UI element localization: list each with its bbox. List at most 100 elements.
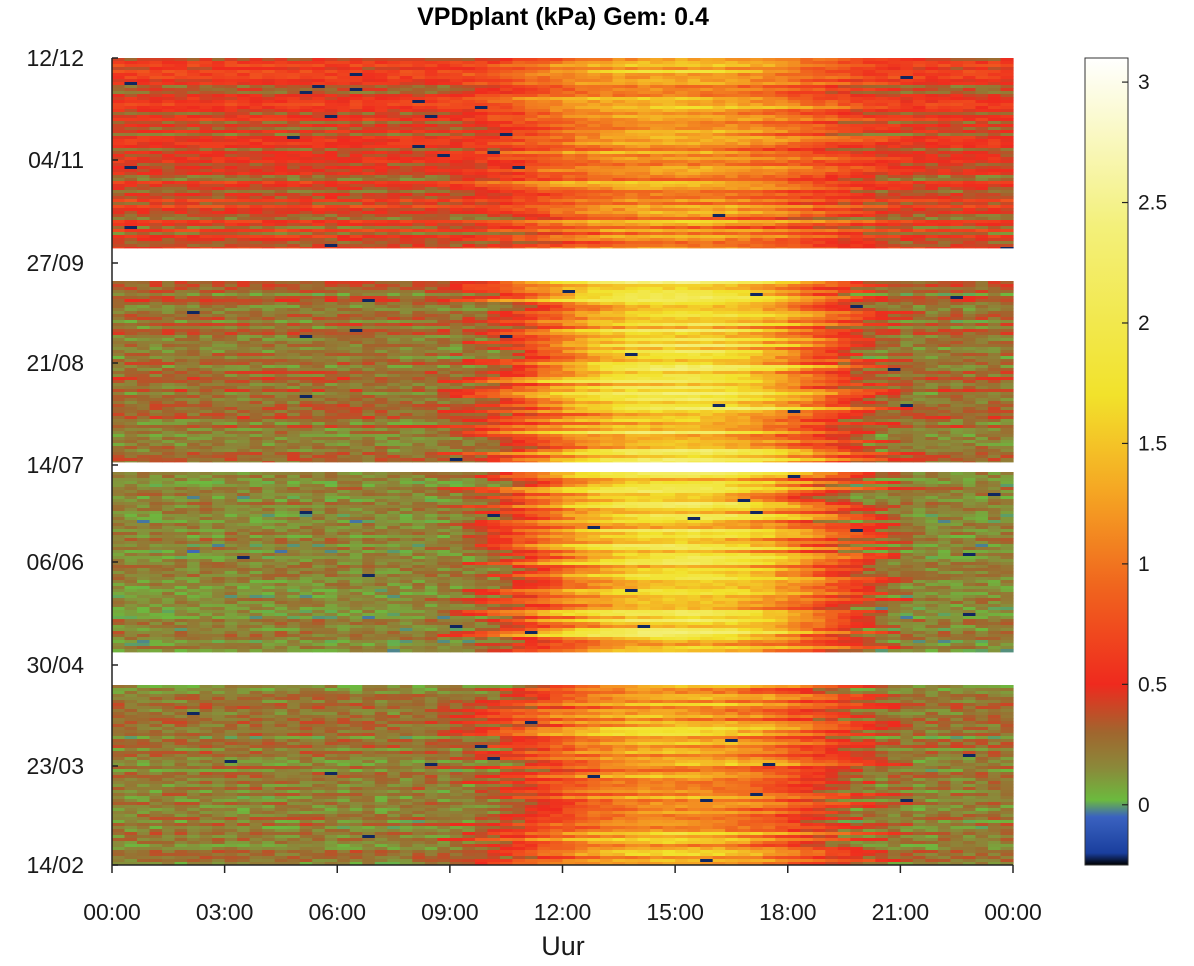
heatmap-cell <box>575 58 589 62</box>
heatmap-cell <box>675 229 689 233</box>
heatmap-cell <box>487 187 501 191</box>
heatmap-cell <box>800 232 814 236</box>
heatmap-cell <box>337 112 351 116</box>
heatmap-cell <box>137 290 151 294</box>
heatmap-cell <box>737 97 751 101</box>
heatmap-cell <box>137 178 151 182</box>
heatmap-cell <box>549 100 564 104</box>
heatmap-cell <box>587 151 601 155</box>
heatmap-cell <box>537 281 551 285</box>
heatmap-cell <box>762 121 776 125</box>
heatmap-cell <box>775 124 789 128</box>
heatmap-cell <box>449 184 463 188</box>
heatmap-cell <box>937 172 952 176</box>
heatmap-cell <box>962 127 977 131</box>
heatmap-cell <box>900 118 914 122</box>
heatmap-cell <box>737 100 751 104</box>
heatmap-cell <box>725 284 739 288</box>
heatmap-cell <box>399 145 413 149</box>
heatmap-cell <box>987 85 1002 89</box>
heatmap-cell <box>249 118 263 122</box>
heatmap-cell <box>625 172 639 176</box>
heatmap-cell <box>800 88 814 92</box>
heatmap-cell <box>962 79 977 83</box>
heatmap-cell <box>737 64 751 68</box>
heatmap-cell <box>912 130 926 134</box>
heatmap-cell <box>625 241 639 245</box>
heatmap-cell <box>387 58 401 62</box>
heatmap-cell <box>725 127 739 131</box>
heatmap-cell <box>762 94 776 98</box>
heatmap-cell <box>537 136 551 140</box>
heatmap-cell <box>825 58 839 62</box>
heatmap-cell <box>199 232 213 236</box>
heatmap-cell <box>424 178 438 182</box>
heatmap-cell <box>374 58 388 62</box>
heatmap-cell <box>812 220 826 224</box>
heatmap-cell <box>337 127 351 131</box>
heatmap-cell <box>750 284 764 288</box>
heatmap-cell <box>912 193 926 197</box>
heatmap-cell <box>800 290 814 294</box>
heatmap-cell <box>337 175 351 179</box>
heatmap-cell <box>174 148 188 152</box>
heatmap-cell <box>499 130 514 134</box>
heatmap-cell <box>537 181 551 185</box>
heatmap-cell <box>1000 88 1014 92</box>
heatmap-cell <box>725 58 739 62</box>
heatmap-cell <box>237 290 251 294</box>
heatmap-cell <box>700 124 714 128</box>
heatmap-cell <box>399 281 413 285</box>
heatmap-cell <box>549 290 564 294</box>
heatmap-cell <box>937 145 952 149</box>
heatmap-cell <box>187 106 201 110</box>
heatmap-cell <box>474 157 489 161</box>
heatmap-cell <box>312 172 326 176</box>
heatmap-cell <box>587 109 601 113</box>
heatmap-cell <box>700 175 714 179</box>
heatmap-cell <box>675 184 689 188</box>
heatmap-cell <box>562 181 576 185</box>
heatmap-cell <box>174 58 188 62</box>
heatmap-cell <box>362 127 376 131</box>
heatmap-cell <box>825 88 839 92</box>
heatmap-cell <box>549 293 564 297</box>
heatmap-cell <box>449 82 463 86</box>
heatmap-cell <box>850 130 864 134</box>
heatmap-cell <box>249 112 263 116</box>
heatmap-cell <box>737 293 751 297</box>
heatmap-cell <box>112 235 126 239</box>
heatmap-cell <box>474 166 489 170</box>
heatmap-cell <box>287 169 301 173</box>
heatmap-cell <box>549 241 564 245</box>
heatmap-cell <box>524 115 539 119</box>
heatmap-cell <box>512 157 526 161</box>
heatmap-cell <box>399 226 413 230</box>
heatmap-cell <box>499 175 514 179</box>
heatmap-cell <box>875 133 889 137</box>
heatmap-cell <box>149 226 163 230</box>
heatmap-cell <box>675 199 689 203</box>
heatmap-cell <box>887 133 901 137</box>
heatmap-cell <box>900 172 914 176</box>
heatmap-cell <box>362 85 376 89</box>
heatmap-cell <box>137 190 151 194</box>
heatmap-cell <box>449 187 463 191</box>
heatmap-cell <box>650 226 664 230</box>
heatmap-cell <box>349 121 363 125</box>
heatmap-cell <box>600 196 614 200</box>
heatmap-cell <box>837 214 851 218</box>
heatmap-cell <box>600 284 614 288</box>
heatmap-cell <box>800 247 814 249</box>
heatmap-cell <box>474 58 489 62</box>
heatmap-cell <box>537 193 551 197</box>
heatmap-cell <box>612 172 626 176</box>
heatmap-cell <box>424 61 438 65</box>
heatmap-cell <box>875 166 889 170</box>
heatmap-cell <box>987 169 1002 173</box>
heatmap-cell <box>1000 145 1014 149</box>
heatmap-cell <box>212 290 226 294</box>
heatmap-cell <box>274 247 288 249</box>
heatmap-cell <box>750 76 764 80</box>
heatmap-cell <box>637 118 651 122</box>
